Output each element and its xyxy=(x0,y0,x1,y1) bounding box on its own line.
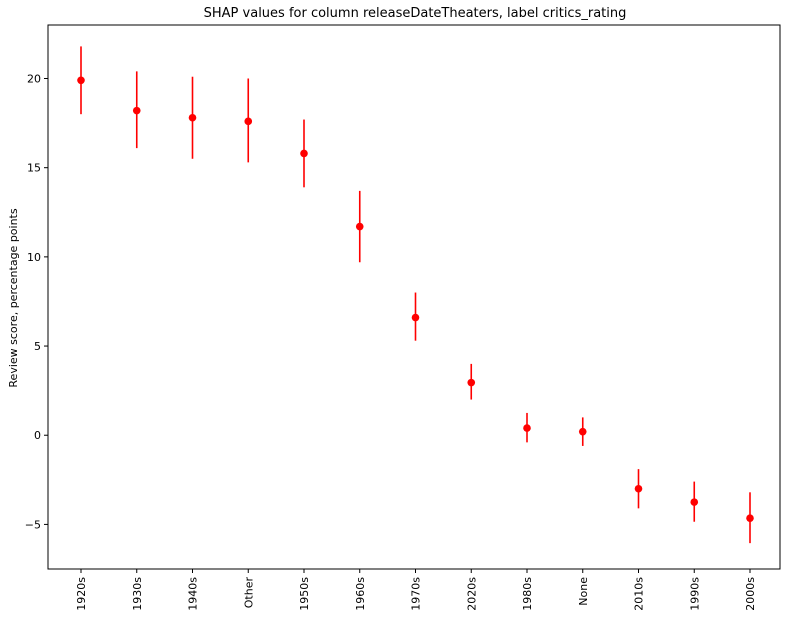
plot-area: −5 0 5 10 15 20 1920s 1930s 1940s Other 1950s 1960s… xyxy=(25,24,781,611)
x-tick-label: 1930s xyxy=(131,577,144,611)
data-point xyxy=(300,149,308,158)
data-point xyxy=(355,222,364,231)
data-point xyxy=(244,117,253,126)
x-tick-label: 1980s xyxy=(521,577,534,611)
y-tick-label: −5 xyxy=(25,518,41,531)
plot-frame xyxy=(47,24,781,570)
x-tick-label: 2020s xyxy=(465,577,478,611)
x-tick-label: 1990s xyxy=(688,577,701,611)
x-tick-label: 1950s xyxy=(298,577,311,611)
data-point xyxy=(690,498,699,506)
data-point xyxy=(578,427,587,436)
x-tick-label: 2010s xyxy=(633,577,646,611)
y-tick-label: 20 xyxy=(27,73,41,86)
y-tick-label: 15 xyxy=(27,162,41,175)
y-axis-title: Review score, percentage points xyxy=(7,208,20,387)
data-point xyxy=(523,424,531,432)
x-tick-label: 1960s xyxy=(354,577,367,611)
data-point xyxy=(188,113,197,122)
y-tick-label: 0 xyxy=(34,429,41,442)
y-tick-label: 10 xyxy=(27,251,41,264)
x-tick-label: 2000s xyxy=(744,577,757,611)
data-point xyxy=(77,76,85,85)
x-tick-label: None xyxy=(577,577,590,606)
x-tick-label: Other xyxy=(242,577,255,609)
x-tick-label: 1970s xyxy=(410,577,423,611)
chart-title: SHAP values for column releaseDateTheate… xyxy=(204,6,627,21)
data-point xyxy=(132,106,141,115)
y-tick-label: 5 xyxy=(34,340,41,353)
data-point xyxy=(467,378,476,387)
data-point xyxy=(634,484,643,493)
data-point xyxy=(411,313,420,322)
x-tick-label: 1920s xyxy=(75,577,88,611)
data-point xyxy=(746,514,754,522)
x-tick-label: 1940s xyxy=(187,577,200,611)
